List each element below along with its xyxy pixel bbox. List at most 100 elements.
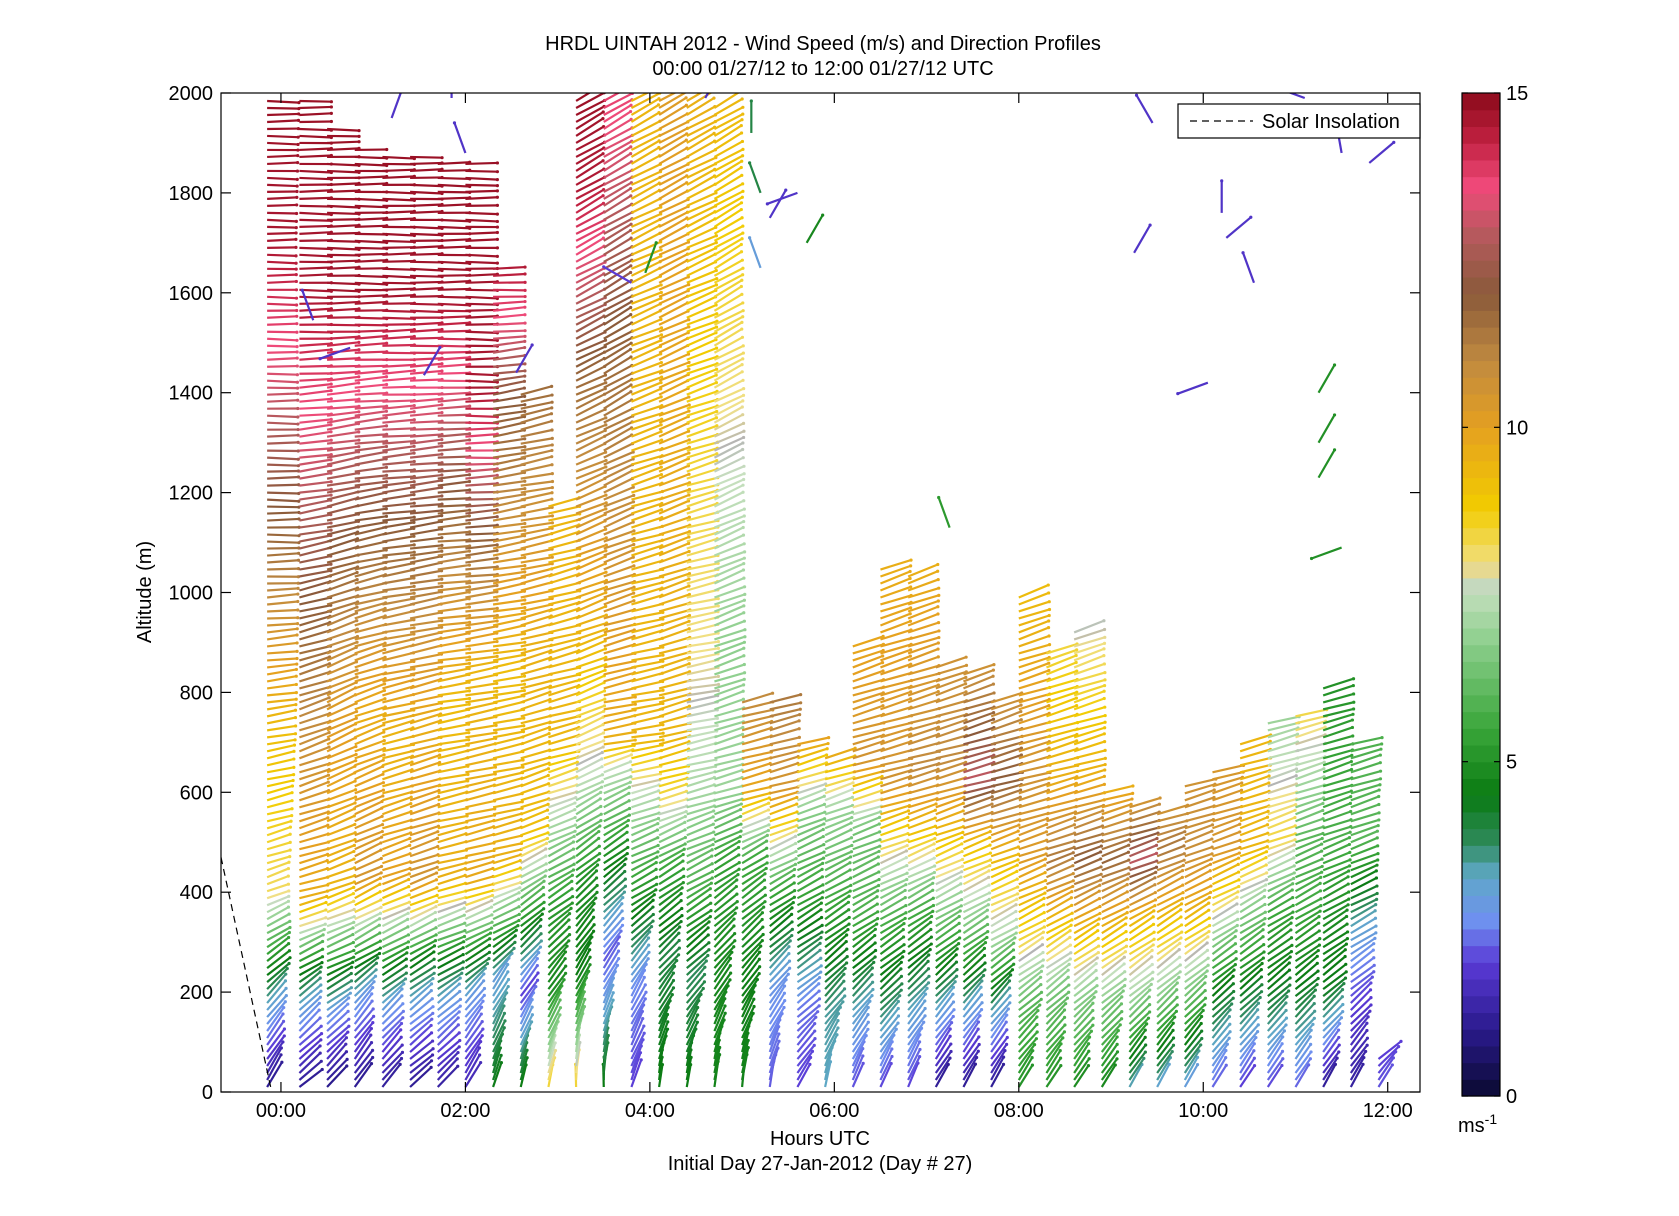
wind-barb-shaft	[382, 323, 415, 326]
wind-barb	[266, 1034, 286, 1060]
wind-barb-head	[296, 398, 300, 402]
wind-barb-shaft	[266, 895, 290, 907]
wind-barb-head	[440, 619, 444, 623]
wind-barb-head	[523, 564, 527, 568]
wind-barb-shaft	[298, 961, 323, 977]
wind-barb-head	[295, 380, 300, 384]
wind-barb-head	[632, 529, 636, 533]
wind-barb-head	[567, 918, 571, 922]
wind-barb-head	[287, 935, 291, 940]
wind-barb-head	[467, 696, 472, 701]
wind-barb-shaft	[299, 604, 332, 613]
wind-barb-shaft	[266, 889, 290, 900]
wind-barb	[298, 737, 331, 753]
wind-barb	[266, 592, 300, 599]
wind-barb	[299, 458, 333, 466]
wind-barb	[298, 696, 331, 711]
wind-barb-head	[286, 882, 291, 886]
wind-barb	[267, 148, 300, 152]
wind-barb-head	[573, 815, 577, 820]
wind-barb-shaft	[382, 197, 415, 202]
wind-barb-head	[611, 991, 615, 995]
wind-barb	[267, 622, 300, 627]
wind-barb-head	[412, 591, 416, 595]
wind-barb-head	[495, 230, 499, 235]
wind-barb-shaft	[266, 994, 288, 1018]
wind-barb-head	[523, 305, 527, 309]
wind-barb	[298, 1001, 321, 1025]
wind-barb-head	[495, 543, 499, 547]
wind-barb	[299, 99, 333, 104]
wind-barb-head	[575, 767, 579, 771]
wind-barb-head	[434, 878, 439, 882]
wind-barb-head	[495, 195, 499, 199]
wind-barb-head	[495, 515, 499, 519]
wind-barb-head	[440, 508, 444, 513]
wind-barb-head	[495, 619, 499, 623]
wind-barb-shaft	[410, 420, 443, 424]
wind-barb-head	[456, 1050, 460, 1055]
wind-barb	[267, 575, 300, 579]
wind-barb-shaft	[267, 154, 298, 159]
wind-barb-shaft	[437, 455, 470, 459]
wind-barb-shaft	[354, 246, 387, 250]
wind-barb	[267, 440, 300, 445]
wind-barb-head	[599, 790, 603, 795]
wind-barb-head	[573, 808, 577, 812]
wind-barb-shaft	[299, 720, 331, 732]
wind-barb-head	[522, 716, 526, 720]
wind-barb-shaft	[299, 430, 332, 438]
wind-barb-head	[458, 1038, 462, 1043]
wind-barb-shaft	[267, 533, 300, 537]
wind-barb	[266, 825, 293, 837]
wind-barb-shaft	[382, 217, 415, 221]
wind-barb-head	[506, 970, 510, 974]
wind-barb-head	[329, 487, 333, 491]
wind-barb-shaft	[410, 155, 443, 159]
wind-barb	[299, 908, 328, 921]
wind-barb-head	[355, 675, 359, 679]
wind-barb-head	[467, 731, 471, 735]
wind-barb-head	[550, 443, 554, 447]
wind-barb-shaft	[299, 383, 332, 389]
wind-barb	[326, 1050, 349, 1074]
wind-barb-head	[467, 563, 472, 567]
wind-barb-head	[296, 581, 300, 585]
wind-barb	[267, 356, 299, 361]
wind-barb-head	[602, 689, 607, 693]
wind-barb	[266, 791, 294, 802]
wind-barb-shaft	[354, 274, 387, 279]
wind-barb-head	[550, 491, 554, 495]
wind-barb-head	[296, 433, 300, 437]
wind-barb-head	[538, 924, 543, 928]
wind-barb-head	[440, 362, 444, 366]
wind-barb-head	[293, 732, 298, 736]
wind-barb-head	[601, 110, 605, 114]
wind-barb-shaft	[266, 1047, 283, 1074]
wind-barb	[267, 350, 299, 354]
wind-barb-head	[329, 111, 333, 115]
wind-barb-head	[545, 815, 550, 820]
wind-barb-head	[523, 280, 527, 284]
wind-barb-head	[523, 598, 527, 602]
wind-barb-head	[542, 879, 546, 883]
wind-barb-shaft	[299, 105, 332, 110]
wind-barb-head	[604, 416, 608, 420]
wind-barb-head	[616, 942, 620, 946]
wind-barb	[299, 105, 333, 110]
wind-barb	[267, 218, 298, 224]
wind-barb-shaft	[465, 211, 498, 216]
wind-barb-head	[399, 1028, 403, 1032]
wind-barb-head	[318, 976, 322, 980]
wind-barb-head	[352, 857, 356, 861]
wind-barb	[267, 691, 298, 697]
wind-barb-head	[294, 231, 298, 235]
wind-barb-shaft	[299, 883, 328, 893]
wind-barb-head	[347, 1024, 351, 1028]
wind-barb-head	[357, 445, 361, 449]
wind-barb	[326, 920, 356, 935]
wind-barb-head	[296, 148, 300, 152]
wind-barb-head	[320, 1067, 324, 1072]
wind-barb-head	[406, 917, 410, 921]
wind-barb-shaft	[298, 940, 324, 956]
